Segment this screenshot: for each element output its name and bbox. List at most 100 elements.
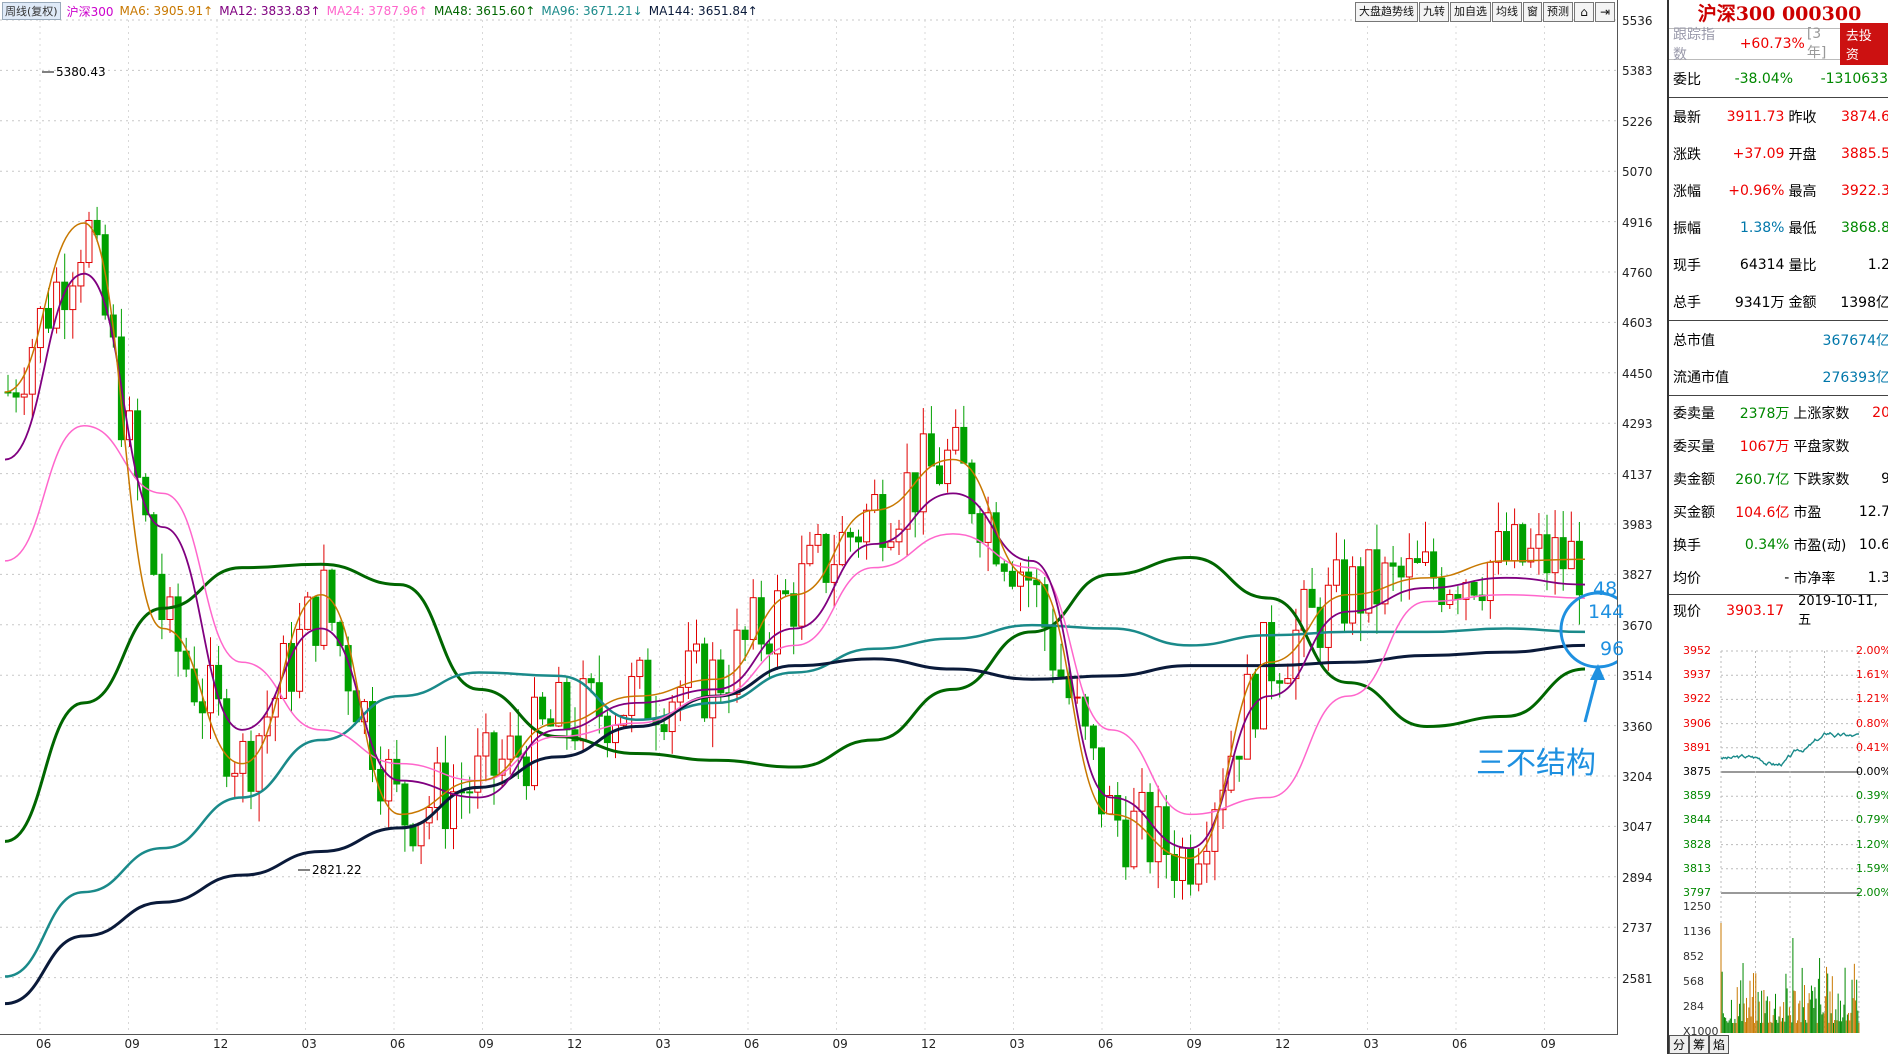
- quote-value: 1.38%: [1739, 219, 1785, 236]
- candle: [441, 762, 449, 830]
- candle: [1494, 531, 1502, 563]
- forecast-button[interactable]: 预测: [1543, 2, 1573, 22]
- candle: [466, 791, 474, 794]
- candle: [1478, 594, 1486, 602]
- price-tick: 2894: [1622, 870, 1653, 885]
- candle: [61, 281, 69, 311]
- candle: [336, 621, 344, 647]
- quote-value: 260.7亿: [1735, 471, 1790, 488]
- weibi-label: 委比: [1673, 71, 1701, 88]
- candle: [1373, 549, 1381, 605]
- lock-icon[interactable]: ⌂: [1574, 2, 1594, 22]
- candle: [960, 426, 968, 464]
- candle: [1284, 678, 1292, 684]
- price-axis: 5536 5383 5226 5070 4916 4760 4603 4450 4293 4137…: [1617, 0, 1668, 1035]
- candle: [1081, 696, 1089, 727]
- window-button[interactable]: 窗: [1523, 2, 1542, 22]
- trend-line-button[interactable]: 大盘趋势线: [1355, 2, 1418, 22]
- candle: [288, 643, 295, 692]
- candle: [1575, 540, 1583, 596]
- mini-price-tick: 3906: [1683, 716, 1711, 730]
- candle: [247, 740, 255, 792]
- candle: [36, 307, 44, 349]
- quote-row: 买金额 104.6亿 市盈 12.7: [1669, 495, 1888, 528]
- quote-key: 振幅: [1673, 220, 1701, 237]
- quote-key: 总手: [1673, 294, 1701, 311]
- quote-row: 涨幅 +0.96% 最高 3922.3: [1669, 172, 1888, 209]
- candle: [693, 643, 700, 652]
- candle: [1551, 537, 1559, 574]
- candle: [1057, 669, 1065, 677]
- volume-tick: 1250: [1683, 900, 1711, 913]
- quote-row: 卖金额 260.7亿 下跌家数 9: [1669, 462, 1888, 495]
- price-tick: 4916: [1622, 215, 1653, 230]
- quote-key: 卖金额: [1673, 471, 1715, 488]
- candle: [822, 533, 830, 583]
- candle: [1413, 558, 1421, 563]
- time-tick: 06: [1452, 1037, 1468, 1051]
- candle: [514, 735, 522, 758]
- quote-value: +0.96%: [1728, 182, 1785, 199]
- kline-chart-area[interactable]: 5380.43 2821.22 周线(复权) 沪深300 MA6: 3905.91…: [0, 0, 1667, 1054]
- nine-turn-button[interactable]: 九转: [1419, 2, 1449, 22]
- quote-row: 最新 3911.73 昨收 3874.6: [1669, 98, 1888, 135]
- track-label: 跟踪指数: [1673, 27, 1715, 63]
- time-tick: 03: [1363, 1037, 1379, 1051]
- candle: [1251, 673, 1259, 730]
- candle: [976, 513, 984, 543]
- intraday-price-line: [1720, 731, 1860, 767]
- collapse-panel-icon[interactable]: ⇥: [1595, 2, 1615, 22]
- float-mcap-row: 流通市值 276393亿: [1669, 358, 1888, 396]
- candle: [401, 783, 409, 826]
- invest-button[interactable]: 去投资: [1839, 23, 1888, 65]
- candle: [1511, 524, 1519, 562]
- mini-price-tick: 3952: [1683, 644, 1711, 657]
- quote-row: 委卖量 2378万 上涨家数 20: [1669, 396, 1888, 429]
- annotation-arrow: [1583, 671, 1600, 723]
- candle: [555, 681, 563, 727]
- period-label[interactable]: 周线(复权): [2, 2, 61, 20]
- add-watch-button[interactable]: 加自选: [1450, 2, 1491, 22]
- candle: [1276, 680, 1284, 684]
- candle: [498, 758, 506, 776]
- candle: [1000, 563, 1008, 572]
- track-value: +60.73%: [1739, 36, 1805, 52]
- ma-line-ma96: [4, 623, 1586, 978]
- avg-line-button[interactable]: 均线: [1492, 2, 1522, 22]
- candle: [1438, 577, 1446, 606]
- tab-minute[interactable]: 分: [1669, 1035, 1690, 1054]
- kline-chart[interactable]: 5380.43 2821.22: [0, 0, 1617, 1034]
- quote-value: 2378万: [1739, 405, 1790, 422]
- ma6-label: MA6: 3905.91↑: [119, 4, 214, 18]
- mini-price-tick: 3828: [1683, 837, 1711, 851]
- price-tick: 3204: [1622, 770, 1653, 784]
- intraday-svg: [1720, 650, 1860, 1035]
- candle: [806, 544, 814, 565]
- ma-line-ma144: [4, 643, 1586, 1006]
- tab-flame[interactable]: 焰: [1709, 1035, 1730, 1054]
- candle: [1146, 791, 1154, 863]
- tab-chips[interactable]: 筹: [1689, 1035, 1710, 1054]
- ma-line-ma6: [4, 222, 1586, 860]
- candle: [271, 697, 279, 718]
- price-tick: 4137: [1622, 467, 1653, 482]
- symbol-label: 沪深300: [66, 4, 114, 19]
- candle: [1357, 566, 1365, 614]
- candle: [69, 285, 77, 311]
- candle: [814, 533, 822, 546]
- low-price-label: 2821.22: [312, 863, 362, 877]
- time-tick: 06: [390, 1037, 406, 1051]
- quote-value: 3911.73: [1726, 108, 1785, 125]
- candle: [1235, 755, 1243, 760]
- quote-key-2: 上涨家数: [1793, 405, 1850, 422]
- candle: [887, 541, 895, 548]
- quote-key: 涨幅: [1673, 183, 1701, 200]
- candle: [612, 724, 619, 744]
- candle: [522, 756, 530, 787]
- intraday-mini-chart[interactable]: 3952 2.00% 3937 1.61% 3922 1.21% 3906 0.80% 3891…: [1669, 644, 1888, 1054]
- mini-pct-tick: 1.61%: [1856, 668, 1888, 682]
- candle: [506, 735, 514, 760]
- quote-key: 委卖量: [1673, 405, 1715, 422]
- price-tick: 5226: [1622, 114, 1653, 129]
- candle: [320, 569, 328, 646]
